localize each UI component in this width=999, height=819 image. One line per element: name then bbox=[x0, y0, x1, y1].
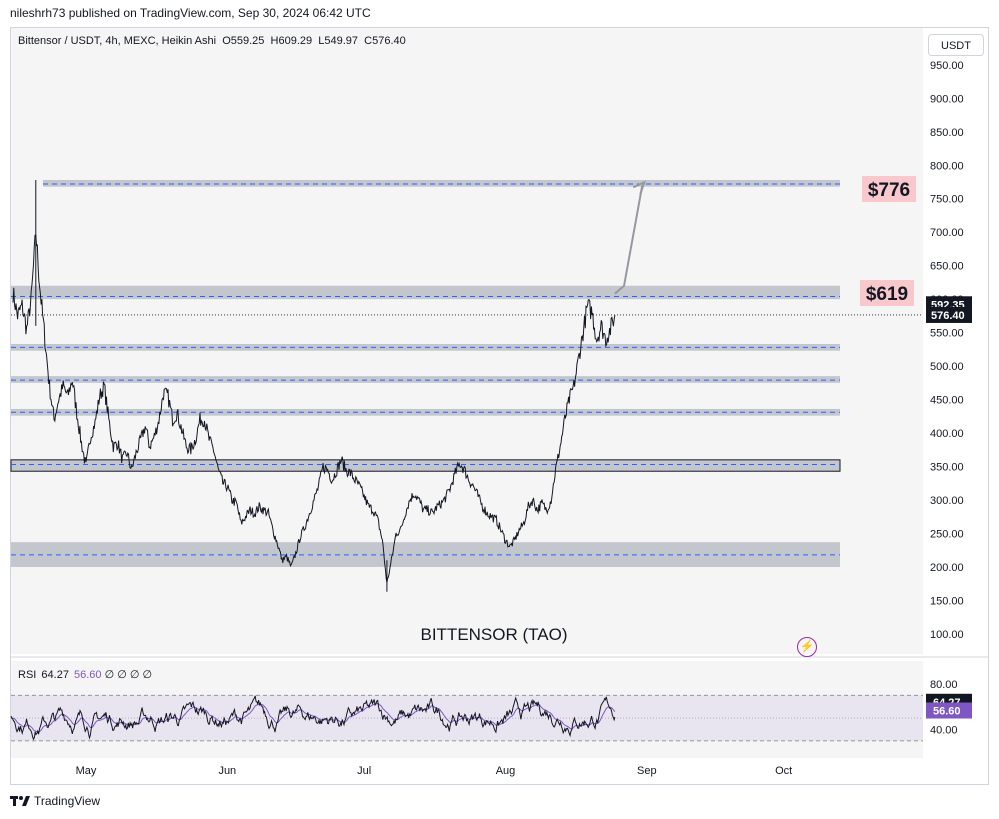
y-tick-label: 850.00 bbox=[930, 127, 964, 139]
y-tick-label: 200.00 bbox=[930, 562, 964, 574]
x-tick-label: Jun bbox=[218, 765, 236, 777]
level-zone-0 bbox=[43, 179, 840, 187]
y-tick-label: 550.00 bbox=[930, 328, 964, 340]
tradingview-footer[interactable]: TradingView bbox=[10, 794, 100, 808]
legend-low: L549.97 bbox=[318, 35, 359, 47]
price-series-line bbox=[12, 234, 616, 583]
rsi-pane[interactable] bbox=[11, 661, 923, 758]
rsi-legend: RSI 64.27 56.60 ∅ ∅ ∅ ∅ bbox=[18, 668, 152, 681]
x-tick-label: Aug bbox=[496, 765, 516, 777]
level-zone-1 bbox=[11, 285, 840, 300]
level-zone-5 bbox=[10, 459, 841, 472]
y-tick-label: 400.00 bbox=[930, 428, 964, 440]
target-annotation-0: $619 bbox=[866, 284, 908, 305]
y-tick-label: 450.00 bbox=[930, 395, 964, 407]
rsi-value: 64.27 bbox=[41, 669, 69, 681]
rsi-y-tick-label: 80.00 bbox=[930, 679, 958, 691]
x-tick-label: Sep bbox=[637, 765, 657, 777]
rsi-value-box-1 bbox=[926, 702, 972, 719]
rsi-y-tick-label: 40.00 bbox=[930, 724, 958, 736]
legend-open: O559.25 bbox=[222, 35, 265, 47]
currency-button[interactable]: USDT bbox=[928, 34, 984, 56]
y-tick-label: 700.00 bbox=[930, 227, 964, 239]
rsi-extra: ∅ ∅ ∅ ∅ bbox=[104, 669, 153, 681]
rsi-line bbox=[10, 695, 616, 741]
projection-arrow bbox=[614, 185, 644, 295]
y-tick-label: 300.00 bbox=[930, 495, 964, 507]
price-label-box-1 bbox=[926, 306, 972, 323]
y-tick-label: 100.00 bbox=[930, 629, 964, 641]
legend-close: C576.40 bbox=[364, 35, 406, 47]
rsi-ma-value: 56.60 bbox=[74, 669, 102, 681]
y-tick-label: 150.00 bbox=[930, 595, 964, 607]
x-tick-label: Jul bbox=[357, 765, 371, 777]
tradingview-logo-icon bbox=[10, 796, 30, 806]
symbol-legend: Bittensor / USDT, 4h, MEXC, Heikin Ashi … bbox=[18, 35, 406, 47]
x-tick-label: May bbox=[76, 765, 97, 777]
target-annotation-box-0 bbox=[860, 280, 914, 306]
y-tick-label: 950.00 bbox=[930, 60, 964, 72]
y-tick-label: 900.00 bbox=[930, 93, 964, 105]
lightning-icon[interactable]: ⚡ bbox=[797, 637, 817, 657]
y-tick-label: 350.00 bbox=[930, 462, 964, 474]
y-tick-label: 750.00 bbox=[930, 194, 964, 206]
y-tick-label: 250.00 bbox=[930, 528, 964, 540]
y-tick-label: 500.00 bbox=[930, 361, 964, 373]
x-tick-label: Oct bbox=[775, 765, 792, 777]
price-label-1: 576.40 bbox=[931, 310, 965, 322]
publisher-header: nileshrh73 published on TradingView.com,… bbox=[10, 6, 371, 20]
target-annotation-box-1 bbox=[862, 176, 916, 202]
symbol-name: Bittensor / USDT, 4h, MEXC, Heikin Ashi bbox=[18, 35, 217, 47]
rsi-value-label-1: 56.60 bbox=[933, 706, 961, 718]
level-zone-3 bbox=[11, 376, 840, 383]
y-tick-label: 650.00 bbox=[930, 261, 964, 273]
legend-high: H609.29 bbox=[270, 35, 313, 47]
chart-title: BITTENSOR (TAO) bbox=[420, 625, 567, 644]
footer-brand: TradingView bbox=[34, 794, 101, 808]
target-annotation-1: $776 bbox=[868, 180, 910, 201]
y-tick-label: 800.00 bbox=[930, 160, 964, 172]
rsi-name: RSI bbox=[18, 669, 37, 681]
projection-arrow-head bbox=[632, 180, 646, 195]
rsi-ma-line bbox=[10, 702, 616, 733]
